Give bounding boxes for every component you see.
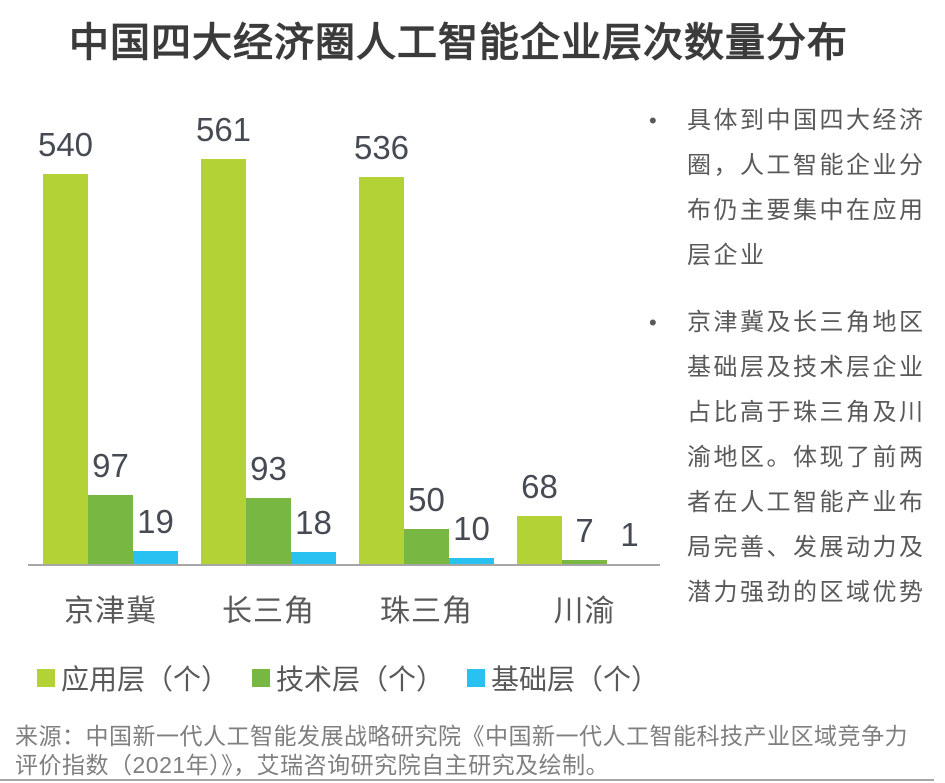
bar-value-label: 536 [353,129,410,166]
bar-group: 561 93 18 [196,113,336,565]
category-row: 京津冀 长三角 珠三角 川渝 [28,586,658,630]
bar-column: 561 [196,113,251,565]
bottom-divider [0,779,934,781]
note-line: 布仍主要集中在应用 [687,197,926,224]
note-line: 渝地区。体现了前两 [687,444,926,471]
bar-column: 540 [38,128,93,565]
bar-column: 97 [88,449,133,565]
bar-column: 50 [404,483,449,565]
source-line: 评价指数（2021年）》，艾瑞咨询研究院自主研究及绘制。 [15,752,610,778]
bar [88,495,133,565]
x-axis-line [28,564,660,566]
bar [133,551,178,565]
category-label: 京津冀 [64,595,157,628]
bar-column: 536 [354,131,409,565]
page-title: 中国四大经济圈人工智能企业层次数量分布 [69,21,848,65]
bar-group: 540 97 19 [38,128,178,565]
category-label: 长三角 [222,595,315,628]
bullet-dot-icon: • [649,310,657,335]
bar-value-label: 1 [620,516,639,553]
note-line: 层企业 [687,242,767,269]
bar [359,177,404,565]
bar-column: 10 [449,512,494,565]
bar-value-label: 540 [37,126,94,163]
bar [291,552,336,565]
legend-swatch [252,669,271,687]
bar-value-label: 19 [137,503,174,540]
bar [449,558,494,565]
note-text: 京津冀及长三角地区 基础层及技术层企业 占比高于珠三角及川 渝地区。体现了前两 者在人工… [687,300,926,615]
bar-column: 19 [133,505,178,565]
legend-item: 基础层（个） [467,658,659,698]
category-label: 珠三角 [380,595,473,628]
bar-value-label: 10 [453,510,490,547]
legend-item: 应用层（个） [37,658,229,698]
legend-label: 技术层（个） [276,664,445,695]
legend-swatch [467,669,486,687]
bar-value-label: 68 [521,468,558,505]
note-line: 潜力强劲的区域优势 [687,579,926,606]
bar-column: 7 [562,514,607,565]
bar-value-label: 18 [295,504,332,541]
legend-item: 技术层（个） [252,658,444,698]
bar [201,159,246,565]
bar [517,516,562,565]
bar-value-label: 7 [575,512,594,549]
bar-column: 93 [246,452,291,565]
legend-swatch [37,669,55,687]
source-note: 来源：中国新一代人工智能发展战略研究院《中国新一代人工智能科技产业区域竞争力 评价… [15,722,908,780]
note-line: 圈，人工智能企业分 [687,152,926,179]
legend-label: 基础层（个） [491,664,660,695]
bar-column: 68 [517,470,562,565]
legend-label: 应用层（个） [61,664,230,695]
note-bullet: • 具体到中国四大经济 圈，人工智能企业分 布仍主要集中在应用 层企业 [645,98,941,278]
bar [43,174,88,565]
bar [562,560,607,565]
bar [404,529,449,565]
category-label: 川渝 [553,595,616,628]
bar-value-label: 561 [195,111,252,148]
source-line: 来源：中国新一代人工智能发展战略研究院《中国新一代人工智能科技产业区域竞争力 [15,723,908,749]
bar-group: 68 7 1 [517,470,652,565]
bar-column: 18 [291,506,336,565]
chart-legend: 应用层（个） 技术层（个） 基础层（个） [37,658,659,698]
bullet-dot-icon: • [649,108,657,133]
bar-value-label: 97 [92,447,129,484]
bar-group: 536 50 10 [354,131,494,565]
note-text: 具体到中国四大经济 圈，人工智能企业分 布仍主要集中在应用 层企业 [687,98,926,278]
note-line: 基础层及技术层企业 [687,354,926,381]
note-bullet: • 京津冀及长三角地区 基础层及技术层企业 占比高于珠三角及川 渝地区。体现了前两 者在人… [645,300,941,615]
note-line: 者在人工智能产业布 [687,489,926,516]
bar-value-label: 93 [250,450,287,487]
note-line: 占比高于珠三角及川 [687,399,926,426]
bar [246,498,291,565]
notes-panel: • 具体到中国四大经济 圈，人工智能企业分 布仍主要集中在应用 层企业 • 京津冀及长三角地… [645,98,941,637]
plot-area: 540 97 19 561 93 18 536 50 10 68 7 1 [28,113,658,565]
bar-value-label: 50 [408,481,445,518]
note-line: 具体到中国四大经济 [687,107,926,134]
note-line: 京津冀及长三角地区 [687,309,926,336]
note-line: 局完善、发展动力及 [687,534,926,561]
